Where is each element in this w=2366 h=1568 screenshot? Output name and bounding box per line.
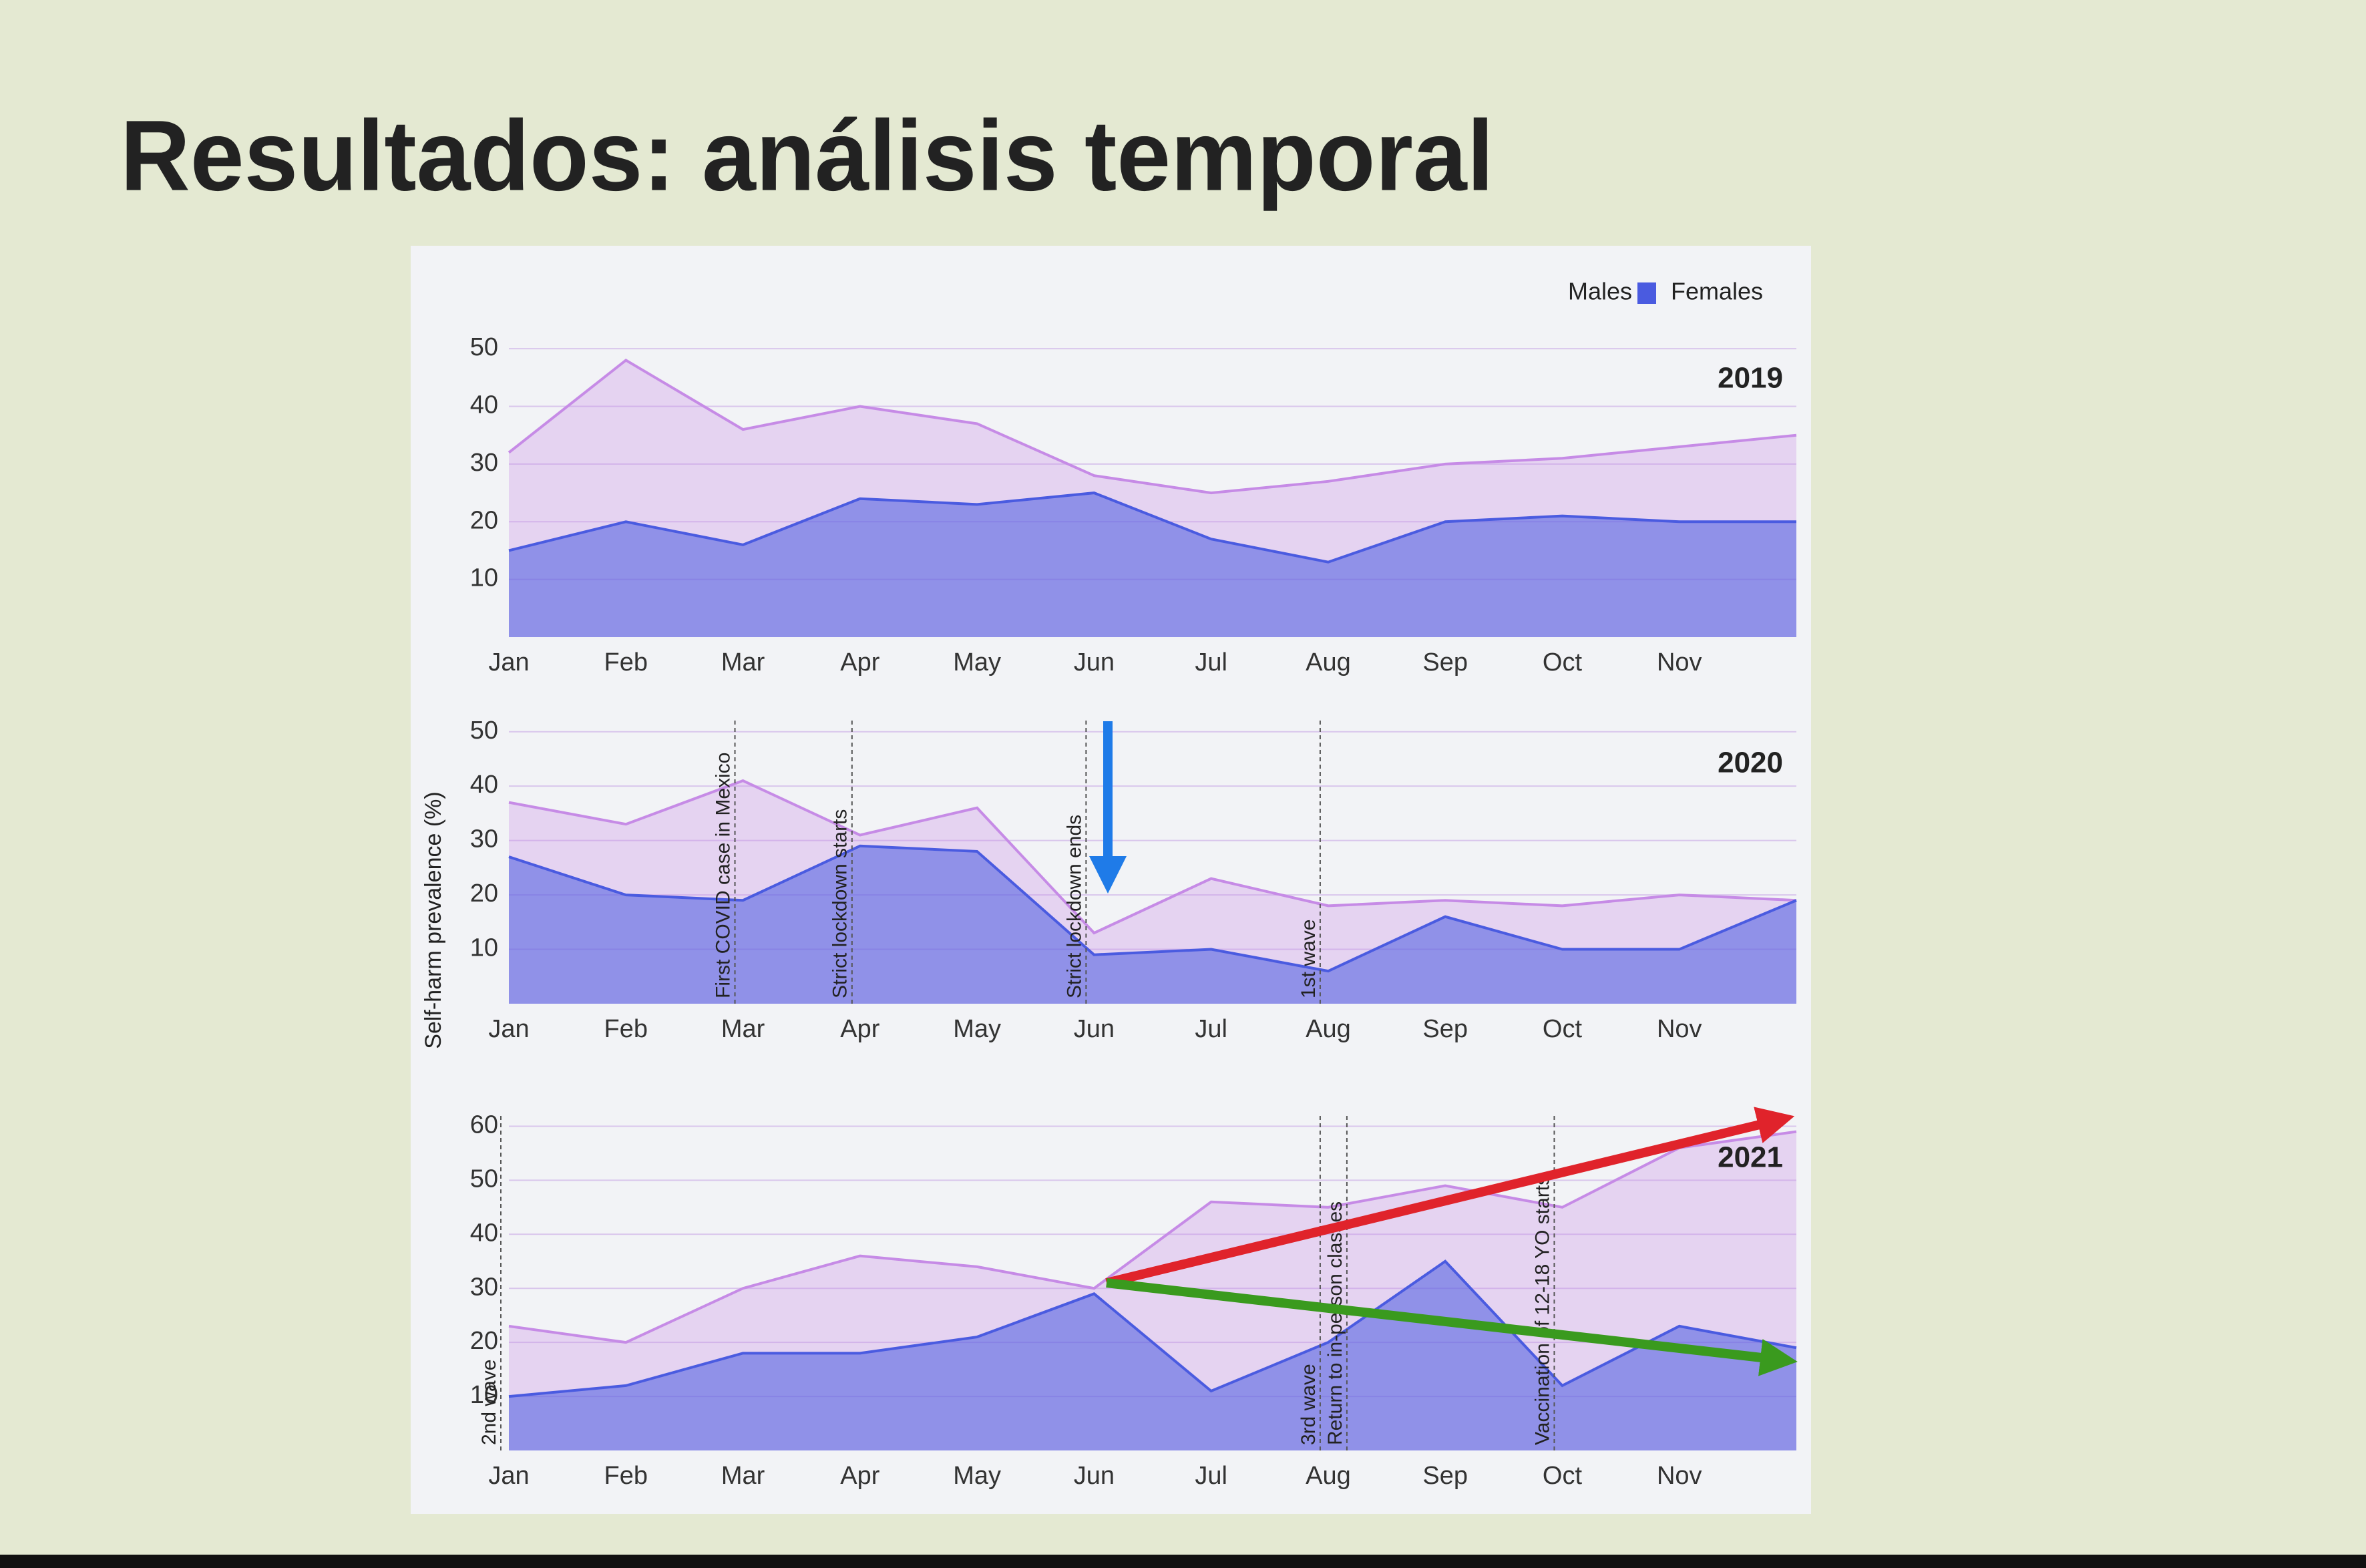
x-tick-label: May <box>953 1462 1001 1490</box>
series-line <box>508 779 1797 935</box>
y-tick-label: 50 <box>470 1165 498 1193</box>
x-tick-label: Feb <box>604 1015 648 1043</box>
x-tick-label: Aug <box>1306 1462 1351 1490</box>
series-line <box>508 844 1797 973</box>
annotation-text: 3rd wave <box>1298 1364 1320 1445</box>
legend-swatch <box>1637 282 1656 304</box>
x-tick-label: May <box>953 648 1001 676</box>
x-tick-label: Jun <box>1074 1462 1115 1490</box>
y-tick-label: 30 <box>470 825 498 853</box>
area-fill <box>509 845 1796 1004</box>
x-tick-label: Mar <box>721 1015 765 1043</box>
y-tick-label: 20 <box>470 506 498 534</box>
x-tick-label: Jan <box>488 648 529 676</box>
x-tick-label: Mar <box>721 648 765 676</box>
x-tick-label: Jan <box>488 1462 529 1490</box>
x-tick-label: Jan <box>488 1015 529 1043</box>
x-tick-label: Jun <box>1074 648 1115 676</box>
area-fill <box>509 493 1796 637</box>
series-line <box>508 492 1796 564</box>
area-fill <box>509 1261 1796 1450</box>
annotation-text: 1st wave <box>1298 920 1320 998</box>
legend-label: Females <box>1671 278 1763 305</box>
screen-edge <box>0 1555 2366 1568</box>
x-tick-label: Aug <box>1306 1015 1351 1043</box>
x-tick-label: Oct <box>1543 1015 1583 1043</box>
x-tick-label: Feb <box>604 648 648 676</box>
x-tick-label: Jun <box>1074 1015 1115 1043</box>
x-tick-label: Oct <box>1543 648 1583 676</box>
x-tick-label: Jul <box>1195 1015 1227 1043</box>
x-tick-label: Nov <box>1657 1015 1702 1043</box>
y-tick-label: 10 <box>470 934 498 962</box>
arrow-up <box>1105 1107 1795 1288</box>
x-tick-label: Sep <box>1422 1462 1468 1490</box>
legend-label: Males <box>1568 278 1632 305</box>
y-tick-label: 40 <box>470 771 498 799</box>
x-tick-label: Oct <box>1543 1462 1583 1490</box>
annotation-text: Return to in-person classes <box>1324 1201 1346 1445</box>
x-tick-label: Nov <box>1657 648 1702 676</box>
series-line <box>508 1130 1797 1344</box>
x-tick-label: Apr <box>840 648 879 676</box>
series-line <box>508 1259 1797 1398</box>
chart-title: 2021 <box>1718 1141 1783 1174</box>
y-tick-label: 30 <box>470 1273 498 1301</box>
y-tick-label: 50 <box>470 333 498 361</box>
chart-title: 2019 <box>1718 362 1783 395</box>
annotation-text: Vaccination of 12-18 YO starts <box>1531 1175 1553 1445</box>
x-tick-label: May <box>953 1015 1001 1043</box>
y-tick-label: 60 <box>470 1111 498 1139</box>
chart-title: 2020 <box>1718 747 1783 779</box>
x-tick-label: Jul <box>1195 648 1227 676</box>
y-tick-label: 50 <box>470 717 498 745</box>
y-axis-label: Self-harm prevalence (%) <box>421 791 446 1048</box>
y-tick-label: 20 <box>470 879 498 908</box>
x-tick-label: Aug <box>1306 648 1351 676</box>
y-tick-label: 20 <box>470 1327 498 1355</box>
annotation-text: 2nd wave <box>478 1360 500 1445</box>
x-tick-label: Apr <box>840 1462 879 1490</box>
y-tick-label: 10 <box>470 1381 498 1409</box>
arrow-flat <box>1106 1278 1798 1376</box>
y-tick-label: 40 <box>470 391 498 419</box>
series-line <box>508 359 1797 495</box>
y-tick-label: 10 <box>470 564 498 592</box>
x-tick-label: Sep <box>1422 648 1468 676</box>
y-tick-label: 40 <box>470 1219 498 1247</box>
x-tick-label: Sep <box>1422 1015 1468 1043</box>
x-tick-label: Nov <box>1657 1462 1702 1490</box>
slide-title: Resultados: análisis temporal <box>120 100 1494 212</box>
x-tick-label: Apr <box>840 1015 879 1043</box>
x-tick-label: Feb <box>604 1462 648 1490</box>
annotation-text: Strict lockdown ends <box>1063 815 1085 998</box>
y-tick-label: 30 <box>470 449 498 477</box>
x-tick-label: Mar <box>721 1462 765 1490</box>
charts: 10 20 30 40 50 Jan Feb Mar Apr May Jun Jul Aug Sep Oct… <box>470 278 1797 1490</box>
annotation-text: First COVID case in Mexico <box>712 753 734 998</box>
x-tick-label: Jul <box>1195 1462 1227 1490</box>
annotation-text: Strict lockdown starts <box>829 809 851 998</box>
